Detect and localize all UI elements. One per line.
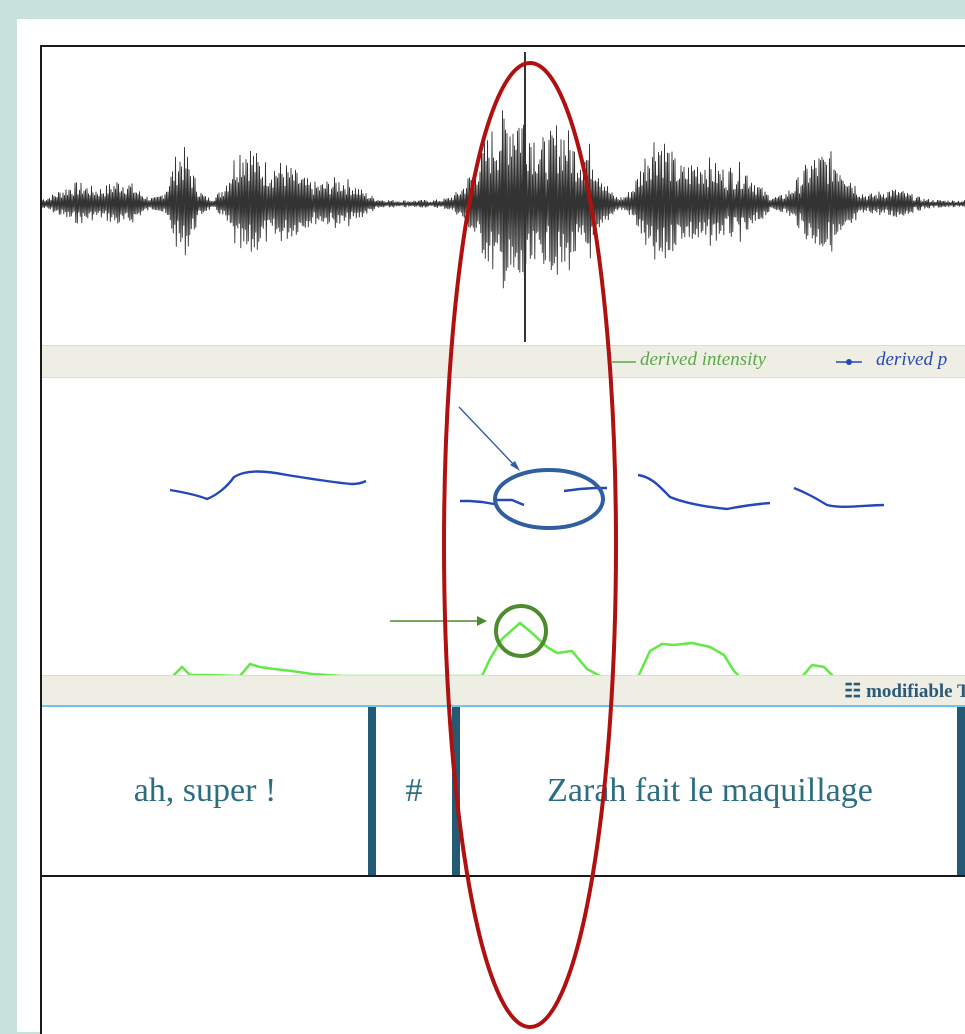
tier-name: modifiable TextG: [866, 681, 965, 702]
pitch-contour-5: [637, 473, 771, 511]
tier-header: ☷ modifiable TextG: [42, 675, 965, 707]
intensity-circle: [494, 604, 548, 658]
pitch-contour-3: [497, 498, 525, 507]
pitch-contour-2: [460, 499, 495, 506]
intensity-arrowhead: [477, 616, 487, 626]
praat-panel: derived intensity derived p ☷ modifiable…: [40, 45, 965, 1034]
tier-bottom-line: [42, 875, 965, 877]
segment-boundary[interactable]: [368, 707, 376, 875]
segment-boundary[interactable]: [957, 707, 965, 875]
curve-legend: derived intensity derived p: [42, 345, 965, 378]
list-lines-icon: ☷: [844, 681, 862, 702]
segment-text: #: [405, 772, 423, 809]
waveform: [42, 52, 965, 342]
pitch-key-dot: [846, 359, 852, 365]
legend-pitch: derived p: [876, 349, 948, 370]
pitch-circle: [493, 468, 605, 530]
pitch-intensity-curves: [42, 406, 965, 679]
tier-divider: [42, 705, 965, 707]
segment-text: ah, super !: [133, 772, 277, 809]
tier-label: ☷ modifiable TextG: [844, 680, 965, 703]
segment-pause[interactable]: #: [376, 707, 452, 875]
segment-ah-super[interactable]: ah, super !: [42, 707, 368, 875]
waveform-trace: [42, 110, 965, 289]
legend-intensity: derived intensity: [640, 349, 767, 370]
intensity-curve: [42, 621, 965, 679]
legend-keys: [612, 359, 862, 365]
pitch-arrowhead: [510, 461, 520, 471]
pitch-contour-1: [169, 470, 367, 501]
pitch-arrow: [458, 406, 517, 468]
highlight-ellipse: [442, 61, 618, 1029]
pitch-contour-6: [793, 486, 885, 508]
highlight-overlay: [442, 61, 618, 1029]
